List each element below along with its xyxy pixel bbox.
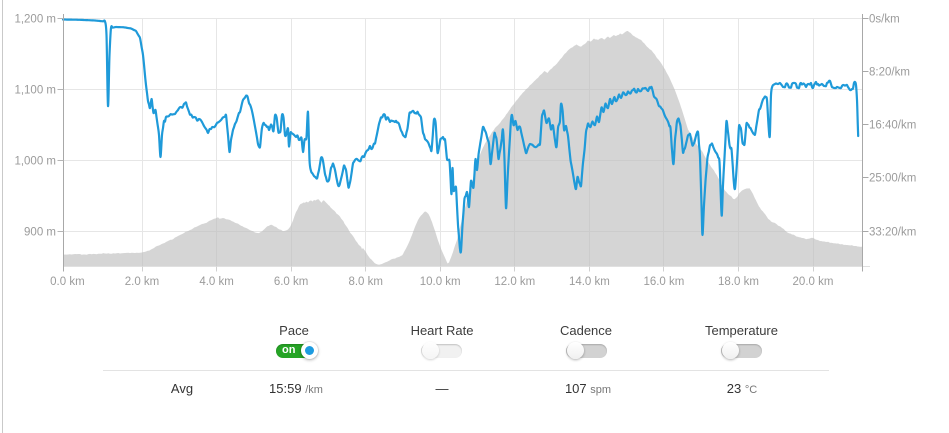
svg-text:25:00/km: 25:00/km xyxy=(869,173,916,185)
svg-text:1,100 m: 1,100 m xyxy=(14,85,56,97)
svg-text:6.0 km: 6.0 km xyxy=(274,276,309,288)
svg-text:1,200 m: 1,200 m xyxy=(14,14,56,26)
svg-text:1,000 m: 1,000 m xyxy=(14,156,56,168)
svg-text:14.0 km: 14.0 km xyxy=(569,276,610,288)
svg-text:900 m: 900 m xyxy=(24,227,56,239)
svg-text:8:20/km: 8:20/km xyxy=(869,67,910,79)
svg-text:0s/km: 0s/km xyxy=(869,14,900,26)
svg-text:20.0 km: 20.0 km xyxy=(793,276,834,288)
svg-text:12.0 km: 12.0 km xyxy=(494,276,535,288)
svg-text:0.0 km: 0.0 km xyxy=(50,276,85,288)
svg-text:10.0 km: 10.0 km xyxy=(420,276,461,288)
svg-text:16.0 km: 16.0 km xyxy=(643,276,684,288)
svg-text:2.0 km: 2.0 km xyxy=(125,276,160,288)
svg-text:4.0 km: 4.0 km xyxy=(199,276,234,288)
svg-text:8.0 km: 8.0 km xyxy=(348,276,383,288)
svg-text:33:20/km: 33:20/km xyxy=(869,227,916,239)
svg-text:18.0 km: 18.0 km xyxy=(718,276,759,288)
svg-text:16:40/km: 16:40/km xyxy=(869,120,916,132)
